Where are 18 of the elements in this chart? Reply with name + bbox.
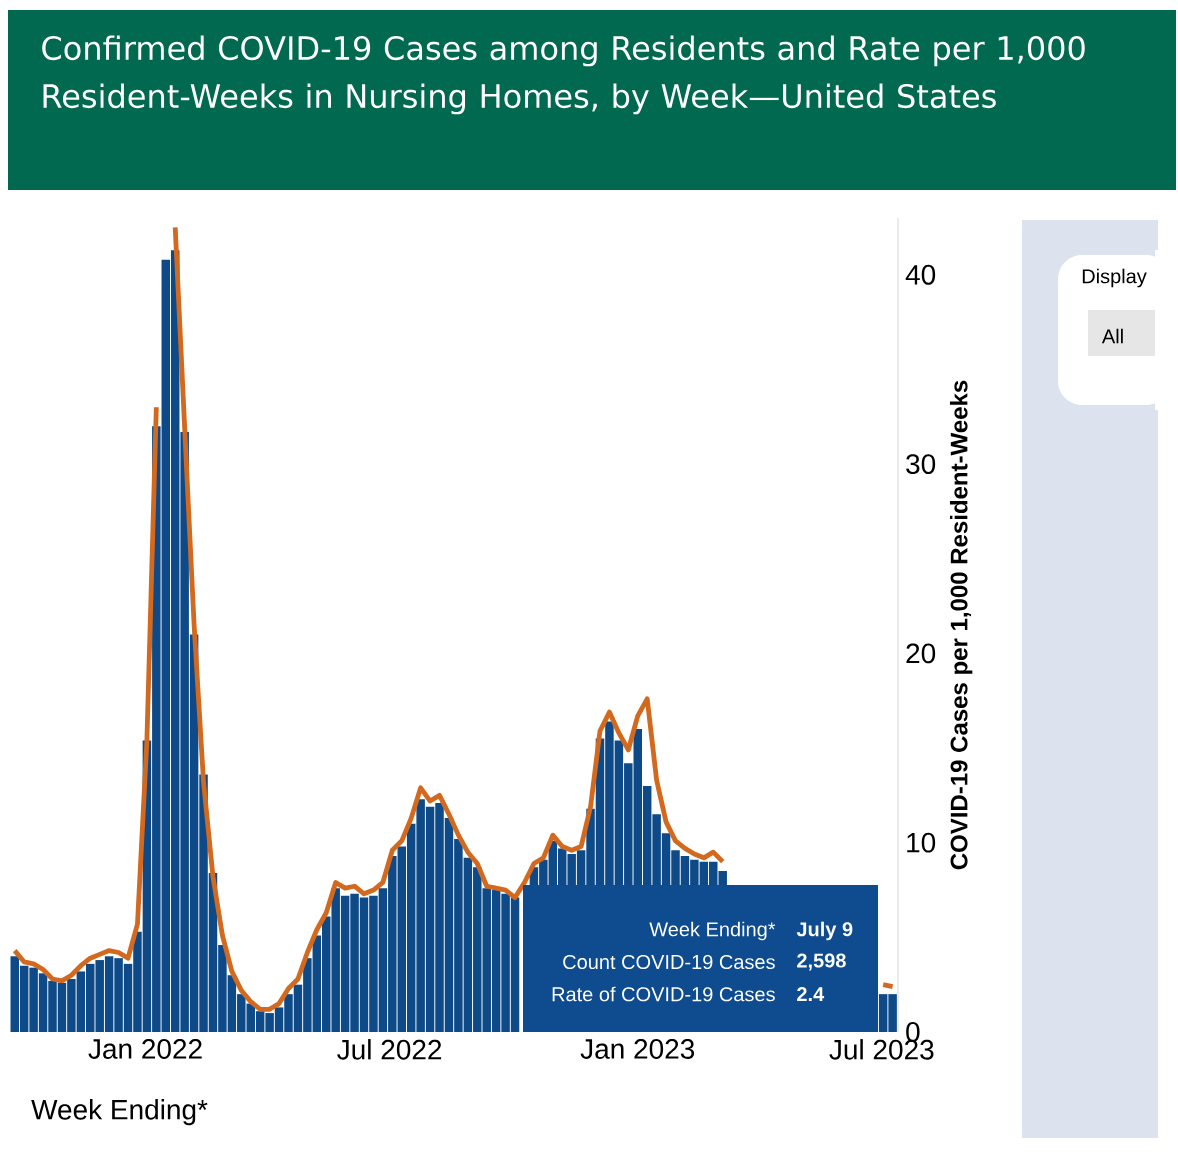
annotation: Rate of COVID-19 Cases: [552, 986, 775, 1002]
x-tick-label: Jan 2022: [88, 1039, 202, 1059]
annotation: Count COVID-19 Cases: [563, 954, 775, 970]
x-tick-label: Jul 2022: [337, 1039, 442, 1060]
y-tick-label: 20: [906, 643, 936, 664]
y-tick-label: 10: [907, 832, 936, 853]
y-tick-label: 30: [906, 454, 936, 475]
text: Display: [1082, 268, 1147, 288]
y-tick-label: 40: [905, 264, 936, 285]
annotation: July 9: [796, 921, 853, 941]
x-tick-label: Jan 2023: [580, 1039, 695, 1059]
annotation: 2,598: [797, 953, 846, 971]
text: All: [1101, 328, 1123, 344]
x-axis-title: Week Ending*: [31, 1099, 208, 1126]
annotation: Week Ending*: [649, 921, 776, 941]
y-axis-title: COVID-19 Cases per 1,000 Resident-Weeks: [949, 380, 973, 870]
chart-title: Confirmed COVID-19 Cases among Residents and Rate per 1,000 Resident-Weeks in Nursing Homes, by Week—United States: [42, 35, 1085, 115]
annotation: 2.4: [797, 987, 825, 1001]
